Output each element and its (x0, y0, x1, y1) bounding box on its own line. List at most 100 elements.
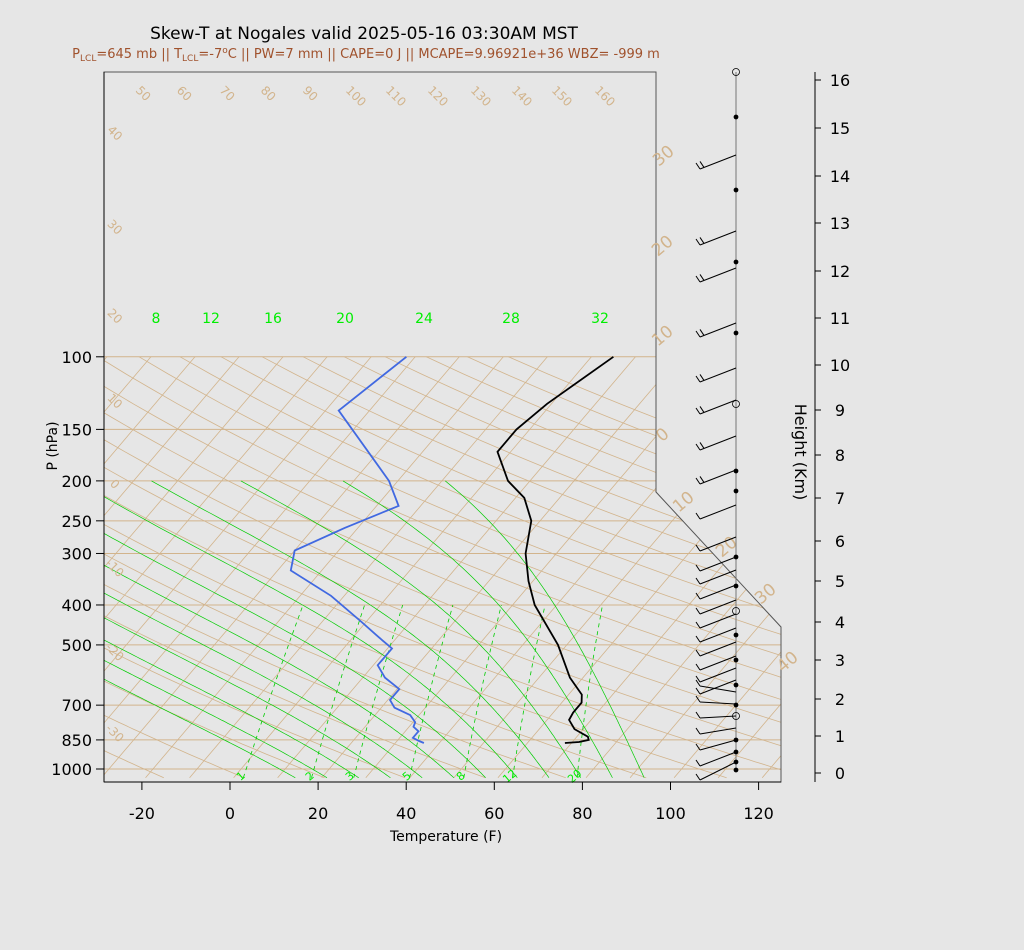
dry-adiabat (104, 356, 245, 779)
barb-flag (695, 711, 701, 719)
barb-flag (695, 635, 701, 643)
isotherm-line (585, 356, 781, 778)
barb-staff (699, 715, 737, 719)
wind-barb (695, 399, 737, 415)
barb-flag (699, 329, 705, 336)
barb-staff (699, 655, 737, 671)
barb-flag (695, 443, 701, 451)
height-tick-label: 2 (835, 690, 845, 709)
wind-barb (695, 536, 737, 552)
isotherm-label-left: 20 (104, 306, 125, 327)
isotherm-label-left: 40 (104, 123, 125, 144)
barb-staff (699, 667, 737, 683)
isotherm-line (365, 356, 724, 778)
height-tick-label: 6 (835, 532, 845, 551)
isotherm-line (0, 357, 63, 778)
isotherm-line (233, 356, 592, 778)
x-axis-label: Temperature (F) (389, 829, 502, 845)
height-tick-label: 5 (835, 572, 845, 591)
isotherm-line (497, 356, 781, 778)
barb-flag (695, 679, 701, 687)
isotherm-line (629, 356, 781, 778)
dry-adiabat (262, 356, 781, 779)
x-tick-label: 60 (484, 804, 504, 823)
isotherm-label-left: 30 (104, 217, 125, 238)
isotherm-label-left: -20 (103, 640, 127, 664)
dry-adiabat (179, 356, 781, 779)
wind-barb (695, 679, 737, 695)
wind-barb (695, 613, 737, 629)
moist-adiabat-label: 8 (152, 311, 161, 327)
y-tick-label: 850 (61, 731, 92, 750)
isotherm-label-left: -30 (103, 721, 127, 745)
y-tick-label: 100 (61, 348, 92, 367)
isotherm-label: 60 (174, 83, 195, 104)
wind-barb (695, 569, 737, 585)
height-marker (733, 114, 739, 120)
barb-flag (695, 564, 701, 572)
barb-flag (699, 442, 705, 449)
dry-adiabat (104, 356, 781, 779)
moist-adiabat (104, 480, 455, 778)
barb-flag (699, 476, 705, 483)
dry-adiabat (104, 356, 406, 779)
mixing-ratio-label: 1 (234, 769, 248, 783)
dry-adiabat (104, 356, 647, 779)
isotherm-label-left: 10 (104, 391, 125, 412)
wind-profile (695, 68, 740, 781)
isotherm-label-left: 0 (107, 477, 122, 492)
isotherm-line (894, 357, 1024, 778)
chart-subtitle: PLCL=645 mb || TLCL=-7oC || PW=7 mm || C… (72, 46, 660, 64)
wind-barb (695, 679, 737, 693)
wind-barb (695, 154, 737, 170)
barb-flag (695, 238, 701, 246)
height-marker (733, 330, 739, 336)
isotherm-label: 100 (343, 83, 369, 109)
y-tick-label: 300 (61, 544, 92, 563)
dry-adiabat (220, 356, 781, 779)
barb-staff (699, 435, 737, 451)
dry-adiabat (104, 356, 566, 779)
wind-barb (695, 761, 737, 781)
barb-staff (699, 761, 737, 781)
barb-flag (695, 663, 701, 671)
isotherm-label: 50 (133, 83, 154, 104)
barb-staff (699, 584, 737, 600)
barb-flag (695, 759, 701, 767)
isotherm-label-right: 10 (669, 488, 698, 517)
height-marker (733, 632, 739, 638)
dry-adiabat (104, 356, 781, 779)
height-tick-label: 0 (835, 764, 845, 783)
dry-adiabat (508, 356, 781, 779)
dry-adiabat (104, 356, 727, 779)
isotherm-line (0, 357, 19, 778)
moist-adiabat (104, 480, 359, 778)
wind-barb (695, 711, 737, 719)
isotherm-line (104, 356, 416, 778)
height-marker (733, 583, 739, 589)
isotherm-label-right: 30 (751, 580, 780, 609)
height-tick-label: 4 (835, 613, 845, 632)
dry-adiabat (104, 356, 781, 779)
isotherm-label: 150 (549, 83, 575, 109)
x-tick-label: 80 (572, 804, 592, 823)
barb-staff (699, 701, 737, 705)
wind-barb (695, 599, 737, 615)
background-lines (0, 356, 1024, 779)
isotherm-line (850, 357, 1024, 778)
height-marker (732, 607, 740, 615)
height-tick-label: 9 (835, 401, 845, 420)
isotherm-label-right: 10 (648, 322, 677, 351)
wind-barb (695, 367, 737, 383)
mixing-ratio-label: 20 (565, 767, 584, 786)
dry-adiabat (467, 356, 781, 779)
barb-flag (695, 544, 701, 552)
height-marker (733, 488, 739, 494)
isotherm-line (104, 356, 460, 778)
height-marker (733, 749, 739, 755)
barb-flag (695, 743, 701, 751)
y-tick-label: 150 (61, 420, 92, 439)
axes: -20 0 20 40 60 80 100 1201000850700500400300250… (51, 71, 850, 823)
isotherm-line (673, 356, 781, 778)
wind-barb (695, 267, 737, 283)
